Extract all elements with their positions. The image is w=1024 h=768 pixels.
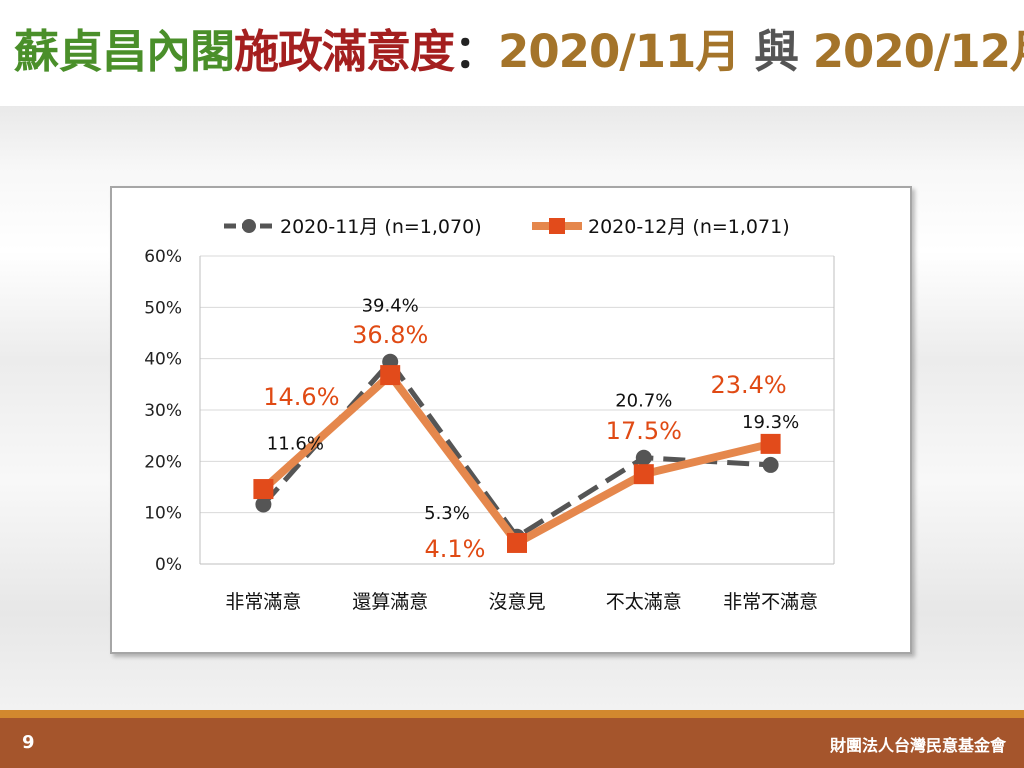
data-point-dec xyxy=(507,532,527,553)
data-label-dec: 4.1% xyxy=(425,535,486,563)
page-number: 9 xyxy=(22,732,35,753)
y-tick-label: 0% xyxy=(155,555,182,575)
x-category-label: 非常滿意 xyxy=(225,591,301,613)
data-label-nov: 5.3% xyxy=(424,503,470,524)
title-and: 與 xyxy=(739,25,813,78)
slide-footer: 9 財團法人台灣民意基金會 xyxy=(0,718,1024,768)
data-point-nov xyxy=(255,496,272,513)
y-tick-label: 30% xyxy=(144,401,182,421)
data-label-dec: 36.8% xyxy=(352,321,428,349)
y-tick-label: 40% xyxy=(144,350,182,370)
title-satisfaction: 施政滿意度 xyxy=(234,25,455,78)
data-label-nov: 39.4% xyxy=(362,296,419,317)
data-label-nov: 20.7% xyxy=(615,391,672,412)
data-point-dec xyxy=(253,479,274,500)
x-category-label: 沒意見 xyxy=(488,591,545,613)
data-point-dec xyxy=(760,433,781,454)
data-point-nov xyxy=(635,449,652,466)
x-category-label: 還算滿意 xyxy=(352,591,428,613)
legend-label-dec: 2020-12月 (n=1,071) xyxy=(588,216,790,238)
data-label-dec: 14.6% xyxy=(263,383,339,411)
slide-title: 蘇貞昌內閣施政滿意度：2020/11月 與 2020/12月 xyxy=(14,22,1024,82)
data-point-dec xyxy=(633,464,654,485)
data-label-nov: 19.3% xyxy=(742,412,799,433)
x-category-label: 非常不滿意 xyxy=(723,591,818,613)
chart-panel: 0% 10% 20% 30% 40% 50% 60% 非常滿意 還算滿意 沒意見 不太滿意 非常不滿意… xyxy=(110,186,912,654)
footer-accent-strip xyxy=(0,710,1024,718)
data-label-nov: 11.6% xyxy=(267,433,324,454)
title-date-2: 2020/12月 xyxy=(812,25,1024,78)
data-point-dec xyxy=(380,365,401,386)
satisfaction-line-chart: 0% 10% 20% 30% 40% 50% 60% 非常滿意 還算滿意 沒意見 不太滿意 非常不滿意… xyxy=(144,216,835,613)
legend-label-nov: 2020-11月 (n=1,070) xyxy=(280,216,482,238)
y-tick-label: 10% xyxy=(144,504,182,524)
data-label-dec: 23.4% xyxy=(710,371,786,399)
data-point-nov xyxy=(762,456,779,473)
y-tick-label: 60% xyxy=(144,247,182,267)
title-cabinet: 蘇貞昌內閣 xyxy=(14,25,235,78)
y-tick-label: 50% xyxy=(144,298,182,318)
title-date-1: 2020/11月 xyxy=(498,25,740,78)
title-separator: ： xyxy=(454,25,499,78)
slide-header: 蘇貞昌內閣施政滿意度：2020/11月 與 2020/12月 xyxy=(0,0,1024,106)
legend-marker-nov xyxy=(242,219,256,233)
x-category-label: 不太滿意 xyxy=(606,591,682,613)
y-tick-label: 20% xyxy=(144,452,182,472)
organization-name: 財團法人台灣民意基金會 xyxy=(829,736,1006,755)
legend-marker-dec xyxy=(549,218,565,234)
data-label-dec: 17.5% xyxy=(606,417,682,445)
